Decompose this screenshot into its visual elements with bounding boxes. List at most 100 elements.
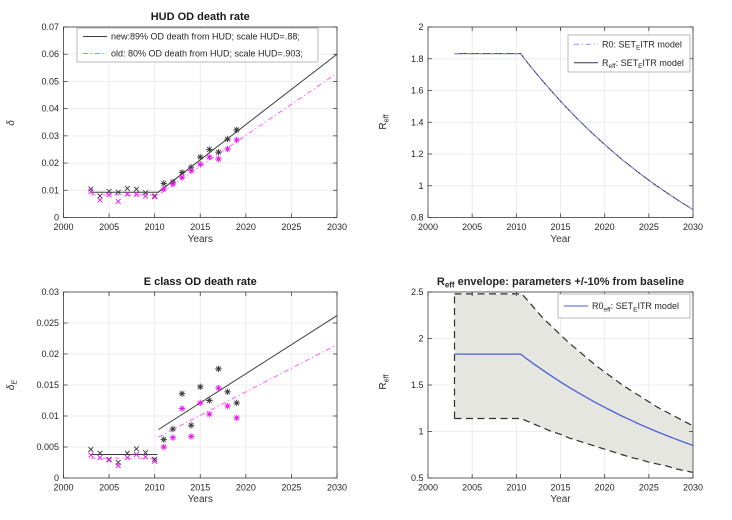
x-marker	[133, 446, 140, 452]
x-tick-label: 2010	[506, 222, 526, 232]
x-marker	[88, 446, 94, 453]
star-marker	[233, 126, 240, 134]
series-old-data-2011-2019	[160, 136, 240, 193]
ylabel-e-class-od-death-rate: δE	[6, 380, 18, 391]
y-tick-label: 0.015	[36, 380, 59, 390]
star-marker	[178, 169, 186, 176]
y-tick-label: 0.05	[41, 76, 59, 86]
legend-entry-label: Reff: SETEITR model	[602, 58, 684, 70]
y-tick-label: 0	[54, 473, 59, 483]
x-tick-label: 2020	[595, 483, 615, 493]
y-tick-label: 0.025	[36, 318, 59, 328]
x-marker	[124, 450, 131, 456]
star-marker	[197, 399, 204, 407]
star-marker	[187, 433, 195, 440]
x-marker	[133, 451, 140, 458]
xlabel-reff-year: Year	[550, 234, 571, 245]
x-tick-label: 2020	[595, 222, 615, 232]
x-tick-label: 2025	[281, 483, 301, 493]
envelope-band	[454, 293, 693, 473]
legend-reff-envelope: R0eff: SETEITR model	[557, 293, 691, 319]
y-tick-label: 0	[54, 213, 59, 223]
series-r0-dashdot	[454, 53, 694, 211]
x-marker	[106, 457, 112, 463]
x-marker	[142, 449, 149, 456]
x-marker	[151, 194, 158, 200]
star-marker	[233, 399, 240, 407]
ylabel-reff-curve: Reff	[378, 114, 390, 129]
chart-title-reff-envelope: Reff envelope: parameters +/-10% from ba…	[437, 276, 684, 289]
series-old-data-2011-2019	[160, 384, 240, 451]
series-envelope-upper	[454, 293, 694, 427]
x-marker	[115, 462, 121, 469]
star-marker	[178, 174, 186, 181]
star-marker	[160, 185, 167, 193]
star-marker	[187, 163, 195, 171]
y-tick-label: 1	[418, 181, 423, 191]
y-tick-label: 1.4	[411, 117, 424, 127]
x-marker	[88, 452, 94, 458]
series-new-data-2003-2010	[88, 185, 158, 199]
legend-box	[76, 27, 319, 63]
star-marker	[197, 383, 204, 391]
star-marker	[178, 405, 186, 412]
y-tick-label: 2	[418, 334, 423, 344]
x-tick-label: 2030	[327, 483, 347, 493]
x-marker	[97, 193, 103, 199]
legend-box	[567, 34, 691, 73]
y-tick-label: 1	[418, 427, 423, 437]
chart-reff-curve: 2000 2005 2010 2015 2020 2025 2030 0.8 1 1.2 1.4 1.…	[378, 22, 703, 232]
x-marker	[133, 191, 140, 198]
x-tick-label: 2005	[99, 483, 119, 493]
x-marker	[97, 450, 103, 456]
xlabel-eclass-years: Years	[188, 494, 213, 505]
x-marker	[106, 192, 112, 198]
x-tick-label: 2010	[506, 483, 526, 493]
x-tick-label: 2030	[683, 222, 703, 232]
x-tick-label: 2020	[236, 483, 256, 493]
star-marker	[178, 390, 186, 397]
y-tick-label: 0.5	[411, 473, 424, 483]
star-marker	[160, 443, 167, 451]
star-marker	[215, 148, 222, 156]
title-e-class-od-death-rate: E class OD death rate	[144, 276, 257, 288]
x-marker	[151, 193, 158, 199]
x-marker	[151, 458, 158, 464]
series-new-fit-line	[90, 53, 338, 193]
x-tick-label: 2030	[683, 483, 703, 493]
legend-entry-label: R0: SETEITR model	[602, 39, 682, 51]
series-new-fit-rise	[158, 315, 338, 431]
y-tick-label: 0.04	[41, 104, 59, 114]
y-tick-label: 2	[418, 22, 423, 32]
xlabel-envelope-year: Year	[550, 494, 571, 505]
x-marker	[124, 454, 131, 461]
x-tick-label: 2020	[236, 222, 256, 232]
chart-hud-od-death-rate: 2000 2005 2010 2015 2020 2025 2030 0 0.01 0.02 0.0…	[41, 22, 347, 232]
tick-marks	[427, 26, 694, 218]
y-tick-label: 0.06	[41, 49, 59, 59]
x-tick-label: 2010	[145, 222, 165, 232]
y-tick-label: 0.01	[41, 185, 59, 195]
series-r0eff-baseline	[454, 353, 694, 447]
star-marker	[215, 384, 222, 392]
x-marker	[142, 193, 149, 199]
star-marker	[233, 414, 240, 422]
star-marker	[169, 180, 177, 188]
y-tick-label: 2.5	[411, 287, 424, 297]
x-marker	[115, 198, 121, 205]
chart-e-class-od-death-rate: 2000 2005 2010 2015 2020 2025 2030 0 0.005 0.01 0.…	[6, 287, 347, 493]
y-tick-label: 1.8	[411, 54, 424, 64]
x-tick-label: 2010	[145, 483, 165, 493]
star-marker	[224, 135, 231, 143]
x-tick-label: 2005	[462, 483, 482, 493]
star-marker	[187, 167, 195, 174]
ylabel-reff-envelope: Reff	[378, 374, 390, 389]
x-tick-label: 2000	[418, 222, 438, 232]
x-marker	[142, 454, 149, 460]
x-tick-label: 2025	[639, 222, 659, 232]
star-marker	[169, 425, 177, 433]
x-marker	[151, 456, 158, 463]
star-marker	[233, 136, 240, 144]
